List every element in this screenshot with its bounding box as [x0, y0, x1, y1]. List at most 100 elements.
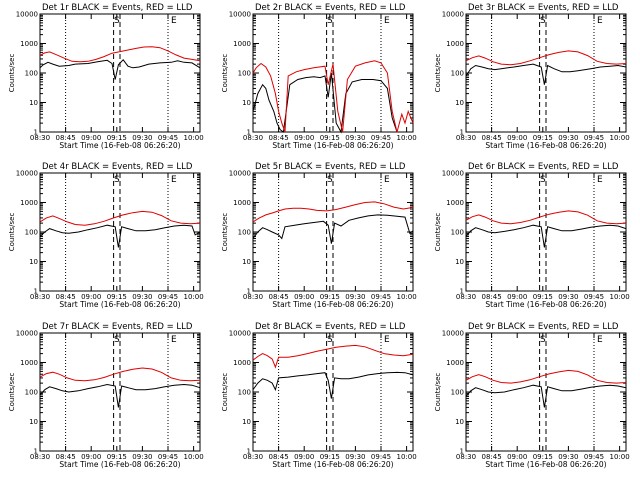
x-tick-label: 10:00	[184, 293, 204, 301]
lld-series-line	[252, 201, 414, 223]
x-tick-label: 09:30	[132, 293, 152, 301]
x-axis-label: Start Time (16-Feb-08 06:26:20)	[272, 460, 393, 469]
y-axis-label: Counts/sec	[8, 54, 16, 93]
y-tick-label: 100	[25, 229, 38, 237]
y-tick-label: 1000	[233, 40, 251, 48]
det-plot-9: Det 9r BLACK = Events, RED = LLD 1 10 100 10…	[434, 322, 630, 469]
x-tick-label: 09:45	[158, 453, 178, 461]
y-tick-label: 10	[29, 418, 38, 426]
end-marker-label: E	[171, 335, 177, 345]
y-axis-label: Counts/sec	[8, 213, 16, 252]
lld-series-line	[252, 60, 414, 133]
y-axis-label: Counts/sec	[221, 213, 229, 252]
x-tick-label: 10:00	[397, 293, 417, 301]
y-tick-label: 10000	[442, 330, 464, 338]
plot-title: Det 1r BLACK = Events, RED = LLD	[42, 3, 193, 13]
x-axis-label: Start Time (16-Feb-08 06:26:20)	[272, 141, 393, 150]
end-marker-label: E	[384, 335, 390, 345]
y-tick-label: 100	[451, 229, 464, 237]
x-tick-label: 09:15	[107, 293, 127, 301]
x-tick-label: 08:45	[56, 453, 76, 461]
start-marker-label: S	[327, 175, 333, 185]
plot-title: Det 6r BLACK = Events, RED = LLD	[468, 162, 619, 172]
start-marker-label: S	[114, 335, 120, 345]
y-tick-label: 100	[238, 389, 251, 397]
x-tick-label: 09:30	[558, 453, 578, 461]
y-tick-label: 1000	[446, 40, 464, 48]
events-series-line	[465, 384, 627, 408]
x-tick-label: 08:45	[269, 293, 289, 301]
x-axis-label: Start Time (16-Feb-08 06:26:20)	[485, 300, 606, 309]
det-plot-5: Det 5r BLACK = Events, RED = LLD 1 10 100 10…	[221, 162, 417, 309]
x-tick-label: 09:00	[81, 293, 101, 301]
y-tick-label: 10	[242, 418, 251, 426]
x-tick-label: 09:30	[345, 134, 365, 142]
lld-series-line	[465, 210, 627, 225]
y-tick-label: 1000	[233, 199, 251, 207]
x-tick-label: 09:15	[320, 293, 340, 301]
x-tick-label: 08:45	[56, 134, 76, 142]
plot-title: Det 4r BLACK = Events, RED = LLD	[42, 162, 193, 172]
x-tick-label: 09:15	[533, 134, 553, 142]
x-tick-label: 10:00	[397, 134, 417, 142]
x-tick-label: 09:30	[132, 134, 152, 142]
y-tick-label: 10000	[229, 11, 251, 19]
x-tick-label: 10:00	[610, 134, 630, 142]
x-tick-label: 09:30	[345, 293, 365, 301]
y-tick-label: 10000	[16, 11, 38, 19]
y-tick-label: 1	[460, 448, 464, 456]
plot-title: Det 2r BLACK = Events, RED = LLD	[255, 3, 406, 13]
y-tick-label: 10	[242, 99, 251, 107]
y-axis-label: Counts/sec	[8, 373, 16, 412]
x-tick-label: 08:30	[30, 134, 50, 142]
x-tick-label: 09:45	[584, 134, 604, 142]
det-plot-4: Det 4r BLACK = Events, RED = LLD 1 10 100 10…	[8, 162, 204, 309]
y-tick-label: 1	[34, 129, 38, 137]
x-tick-label: 09:15	[320, 134, 340, 142]
y-tick-label: 100	[451, 70, 464, 78]
y-tick-label: 100	[25, 389, 38, 397]
x-tick-label: 10:00	[184, 134, 204, 142]
lld-series-line	[39, 210, 201, 226]
y-tick-label: 10000	[16, 170, 38, 178]
y-tick-label: 10000	[229, 330, 251, 338]
y-axis-label: Counts/sec	[221, 54, 229, 93]
y-tick-label: 10000	[16, 330, 38, 338]
y-tick-label: 10	[455, 99, 464, 107]
y-tick-label: 1	[34, 448, 38, 456]
x-tick-label: 09:45	[584, 453, 604, 461]
y-tick-label: 1000	[446, 359, 464, 367]
x-tick-label: 09:45	[371, 453, 391, 461]
x-tick-label: 08:30	[243, 453, 263, 461]
x-tick-label: 09:00	[294, 293, 314, 301]
events-series-line	[252, 72, 398, 134]
end-marker-label: E	[597, 335, 603, 345]
y-tick-label: 10	[242, 258, 251, 266]
y-tick-label: 1000	[20, 359, 38, 367]
y-axis-label: Counts/sec	[434, 54, 442, 93]
end-marker-label: E	[597, 16, 603, 26]
x-tick-label: 08:45	[482, 134, 502, 142]
det-plot-6: Det 6r BLACK = Events, RED = LLD 1 10 100 10…	[434, 162, 630, 309]
x-axis-label: Start Time (16-Feb-08 06:26:20)	[485, 141, 606, 150]
start-marker-label: S	[114, 16, 120, 26]
events-series-line	[39, 224, 201, 248]
x-tick-label: 10:00	[610, 453, 630, 461]
end-marker-label: E	[171, 16, 177, 26]
x-tick-label: 09:00	[294, 453, 314, 461]
y-axis-label: Counts/sec	[221, 373, 229, 412]
y-tick-label: 100	[238, 229, 251, 237]
y-tick-label: 10000	[442, 170, 464, 178]
lld-series-line	[39, 46, 201, 63]
x-tick-label: 08:30	[456, 134, 476, 142]
lld-series-line	[252, 344, 414, 369]
y-tick-label: 1000	[233, 359, 251, 367]
x-tick-label: 08:30	[456, 293, 476, 301]
y-tick-label: 10	[29, 258, 38, 266]
x-axis-label: Start Time (16-Feb-08 06:26:20)	[59, 141, 180, 150]
y-tick-label: 10	[29, 99, 38, 107]
y-tick-label: 1	[247, 448, 251, 456]
y-tick-label: 10	[455, 258, 464, 266]
det-plot-1: Det 1r BLACK = Events, RED = LLD 1 10 100 10…	[8, 3, 204, 150]
